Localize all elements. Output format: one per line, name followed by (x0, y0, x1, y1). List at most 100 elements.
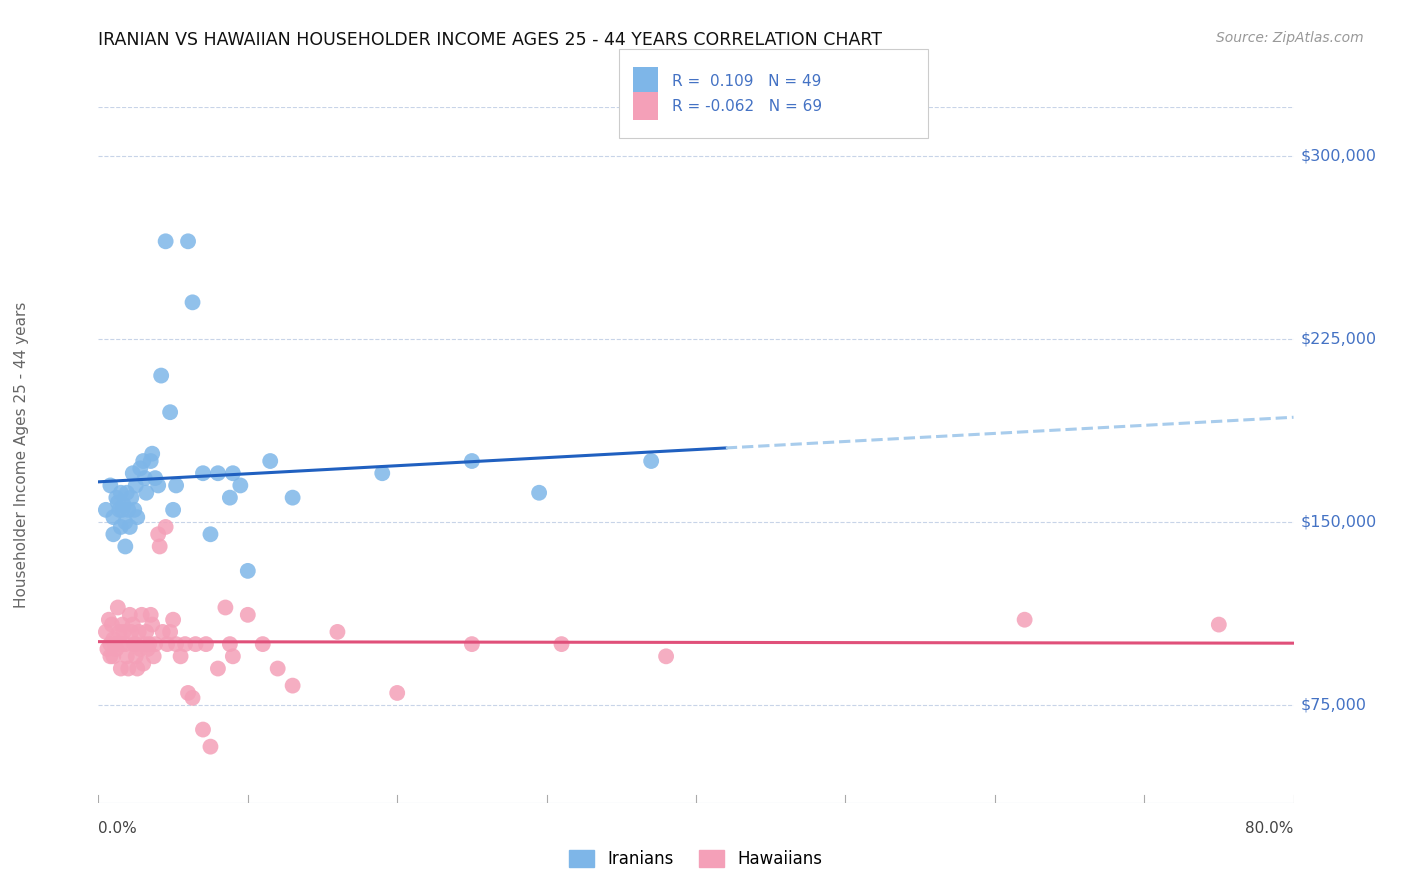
Point (117, 503, 139, 517)
Point (162, 503, 184, 517)
Point (191, 723, 214, 737)
Point (236, 607, 259, 622)
Point (127, 510, 149, 524)
Point (1014, 613, 1036, 627)
Text: Householder Income Ages 25 - 44 years: Householder Income Ages 25 - 44 years (14, 301, 28, 608)
Text: IRANIAN VS HAWAIIAN HOUSEHOLDER INCOME AGES 25 - 44 YEARS CORRELATION CHART: IRANIAN VS HAWAIIAN HOUSEHOLDER INCOME A… (98, 31, 883, 49)
Point (97, 613, 120, 627)
Point (107, 495, 129, 509)
Point (207, 661, 229, 675)
Point (142, 649, 165, 664)
Point (281, 491, 304, 505)
Point (108, 503, 131, 517)
Point (110, 637, 132, 651)
Text: 80.0%: 80.0% (1246, 821, 1294, 836)
Point (159, 405, 181, 419)
Point (159, 624, 181, 639)
Point (124, 503, 146, 517)
Point (149, 540, 172, 554)
Point (139, 454, 162, 468)
Text: $75,000: $75,000 (1301, 698, 1367, 713)
Point (156, 637, 179, 651)
Point (385, 686, 409, 700)
Point (98, 649, 122, 664)
Point (114, 515, 136, 529)
Point (94, 503, 117, 517)
Point (105, 491, 128, 505)
Text: R = -0.062   N = 69: R = -0.062 N = 69 (672, 99, 823, 113)
Point (112, 498, 135, 512)
Point (640, 454, 662, 468)
Point (138, 637, 160, 651)
Point (110, 661, 132, 675)
Point (124, 637, 146, 651)
Text: 0.0%: 0.0% (98, 821, 138, 836)
Legend: Iranians, Hawaiians: Iranians, Hawaiians (562, 843, 830, 874)
Point (132, 454, 155, 468)
Point (98, 478, 122, 492)
Point (114, 540, 136, 554)
Point (155, 520, 177, 534)
Text: Source: ZipAtlas.com: Source: ZipAtlas.com (1216, 31, 1364, 45)
Point (127, 661, 149, 675)
Point (120, 491, 142, 505)
Point (118, 607, 141, 622)
Point (111, 617, 134, 632)
Point (115, 649, 138, 664)
Point (103, 632, 125, 647)
Point (143, 637, 166, 651)
Point (229, 478, 252, 492)
Point (117, 661, 139, 675)
Point (94, 624, 117, 639)
Point (148, 527, 170, 541)
Point (96, 642, 118, 657)
Point (120, 624, 142, 639)
Point (114, 637, 136, 651)
Point (98, 637, 122, 651)
Text: $225,000: $225,000 (1301, 332, 1376, 346)
Point (101, 617, 124, 632)
Point (162, 613, 184, 627)
Point (112, 624, 135, 639)
Point (267, 661, 290, 675)
Point (259, 454, 281, 468)
Point (129, 642, 152, 657)
Point (219, 637, 242, 651)
Point (135, 485, 157, 500)
Point (110, 485, 132, 500)
Point (326, 624, 349, 639)
Point (131, 607, 153, 622)
Point (165, 637, 187, 651)
Point (141, 617, 163, 632)
Point (200, 739, 222, 754)
Point (128, 624, 150, 639)
Point (174, 637, 197, 651)
Point (104, 637, 127, 651)
Point (141, 447, 163, 461)
Point (527, 485, 550, 500)
Point (118, 520, 141, 534)
Text: $300,000: $300,000 (1301, 148, 1376, 163)
Point (143, 471, 166, 485)
Point (136, 642, 159, 657)
Text: $150,000: $150,000 (1301, 515, 1376, 530)
Point (222, 649, 245, 664)
Point (125, 649, 148, 664)
Point (194, 637, 218, 651)
Point (177, 686, 200, 700)
Text: R =  0.109   N = 49: R = 0.109 N = 49 (672, 74, 821, 88)
Point (110, 520, 132, 534)
Point (103, 527, 125, 541)
Point (107, 600, 129, 615)
Point (655, 649, 678, 664)
Point (135, 624, 157, 639)
Point (184, 637, 207, 651)
Point (461, 454, 484, 468)
Point (125, 478, 148, 492)
Point (550, 637, 572, 651)
Point (191, 467, 214, 481)
Point (103, 510, 125, 524)
Point (200, 527, 222, 541)
Point (207, 467, 229, 481)
Point (121, 467, 143, 481)
